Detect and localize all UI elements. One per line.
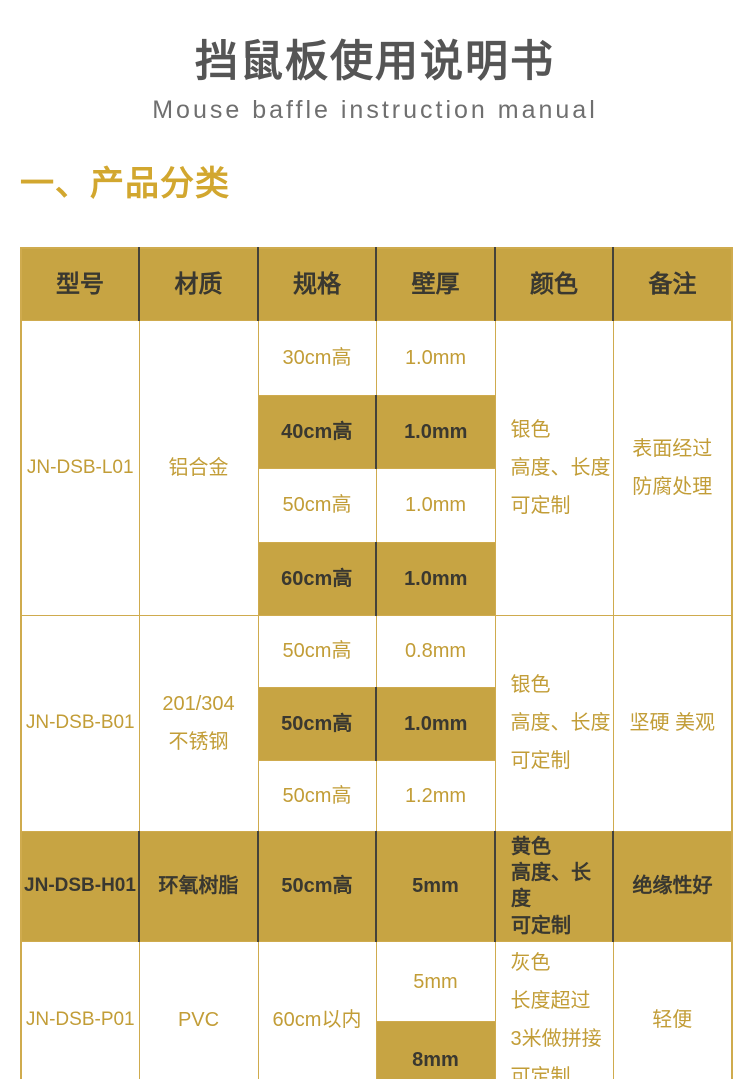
table-header-row: 型号 材质 规格 壁厚 颜色 备注: [20, 247, 733, 321]
table-row: 50cm高 1.0mm: [21, 686, 732, 761]
spec-size-cell: 50cm高: [257, 830, 377, 943]
column-header-color: 颜色: [494, 247, 614, 321]
column-header-material: 材质: [138, 247, 259, 321]
table-row: JN-DSB-P01 PVC 60cm以内 5mm 灰色 长度超过 3米做拼接 …: [20, 941, 733, 1079]
page-subtitle: Mouse baffle instruction manual: [152, 95, 598, 124]
product-classification-table: 型号 材质 规格 壁厚 颜色 备注 JN-DSB-L01 铝合金 30cm高 1…: [20, 247, 733, 1079]
remark-cell: 坚硬 美观: [612, 614, 733, 832]
spec-size-cell: 50cm高: [257, 614, 377, 688]
material-cell: PVC: [138, 941, 259, 1079]
spec-size-cell: 30cm高: [257, 319, 377, 396]
column-header-model: 型号: [20, 247, 140, 321]
model-cell: JN-DSB-P01: [20, 941, 140, 1079]
material-cell: 201/304 不锈钢: [138, 614, 259, 832]
material-cell: 环氧树脂: [138, 830, 259, 943]
model-cell: JN-DSB-H01: [20, 830, 140, 943]
spec-size-cell: 40cm高: [257, 394, 377, 469]
page-title: 挡鼠板使用说明书: [195, 38, 555, 86]
spec-size-cell: 50cm高: [257, 686, 377, 761]
column-header-spec: 规格: [257, 247, 377, 321]
color-cell: 灰色 长度超过 3米做拼接 可定制: [494, 941, 614, 1079]
remark-cell: 绝缘性好: [612, 830, 733, 943]
wall-thickness-cell: 0.8mm: [375, 614, 496, 688]
table-row: 8mm: [21, 1020, 732, 1079]
wall-thickness-cell: 8mm: [375, 1020, 496, 1079]
table-row: 60cm高 1.0mm: [21, 541, 732, 616]
color-cell: 银色 高度、长度 可定制: [494, 319, 614, 616]
wall-thickness-cell: 5mm: [375, 941, 496, 1022]
table-row: 40cm高 1.0mm: [21, 394, 732, 469]
spec-size-cell: 50cm高: [257, 467, 377, 543]
column-header-remark: 备注: [612, 247, 733, 321]
wall-thickness-cell: 1.0mm: [375, 686, 496, 761]
color-cell: 银色 高度、长度 可定制: [494, 614, 614, 832]
model-cell: JN-DSB-B01: [20, 614, 140, 832]
model-cell: JN-DSB-L01: [20, 319, 140, 616]
table-row: 50cm高 1.2mm: [21, 759, 732, 832]
wall-thickness-cell: 1.2mm: [375, 759, 496, 832]
table-row-highlighted: JN-DSB-H01 环氧树脂 50cm高 5mm 黄色 高度、长度 可定制 绝…: [20, 830, 733, 943]
color-cell: 黄色 高度、长度 可定制: [494, 830, 614, 943]
wall-thickness-cell: 1.0mm: [375, 541, 496, 616]
table-row: JN-DSB-L01 铝合金 30cm高 1.0mm 银色 高度、长度 可定制 …: [20, 319, 733, 616]
section-title-product-classification: 一、产品分类: [20, 165, 230, 204]
column-header-thickness: 壁厚: [375, 247, 496, 321]
spec-size-cell: 60cm高: [257, 541, 377, 616]
spec-size-cell: 60cm以内: [257, 941, 377, 1079]
remark-cell: 轻便: [612, 941, 733, 1079]
wall-thickness-cell: 1.0mm: [375, 467, 496, 543]
wall-thickness-cell: 5mm: [375, 830, 496, 943]
manual-page: 挡鼠板使用说明书 Mouse baffle instruction manual…: [0, 36, 750, 1079]
wall-thickness-cell: 1.0mm: [375, 394, 496, 469]
remark-cell: 表面经过 防腐处理: [612, 319, 733, 616]
table-row: 50cm高 1.0mm: [21, 467, 732, 543]
wall-thickness-cell: 1.0mm: [375, 319, 496, 396]
table-row: JN-DSB-B01 201/304 不锈钢 50cm高 0.8mm 银色 高度…: [20, 614, 733, 832]
material-cell: 铝合金: [138, 319, 259, 616]
spec-size-cell: 50cm高: [257, 759, 377, 832]
